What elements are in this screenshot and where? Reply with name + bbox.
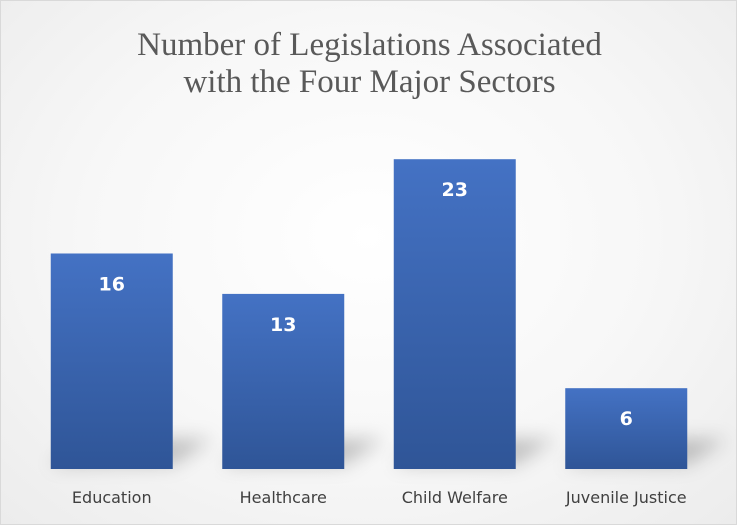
x-tick-label: Juvenile Justice	[565, 488, 687, 507]
x-tick-label: Education	[72, 488, 152, 507]
chart-title: Number of Legislations Associated with t…	[1, 27, 736, 101]
data-label: 16	[99, 273, 125, 295]
x-tick-label: Child Welfare	[402, 488, 508, 507]
bar-education	[50, 253, 173, 469]
bar-healthcare	[222, 293, 345, 469]
bar-child-welfare	[393, 159, 516, 469]
chart-title-line-1: Number of Legislations Associated	[137, 27, 602, 63]
bar-juvenile-justice	[565, 388, 688, 469]
data-label: 13	[270, 314, 296, 336]
x-tick-label: Healthcare	[240, 488, 327, 507]
x-axis-labels: Education Healthcare Child Welfare Juvenile…	[72, 488, 687, 507]
data-labels-group: 16 13 23 6	[99, 179, 633, 430]
bars-group	[50, 159, 688, 469]
chart-title-line-2: with the Four Major Sectors	[183, 64, 556, 100]
data-label: 23	[442, 179, 468, 201]
data-label: 6	[620, 408, 633, 430]
